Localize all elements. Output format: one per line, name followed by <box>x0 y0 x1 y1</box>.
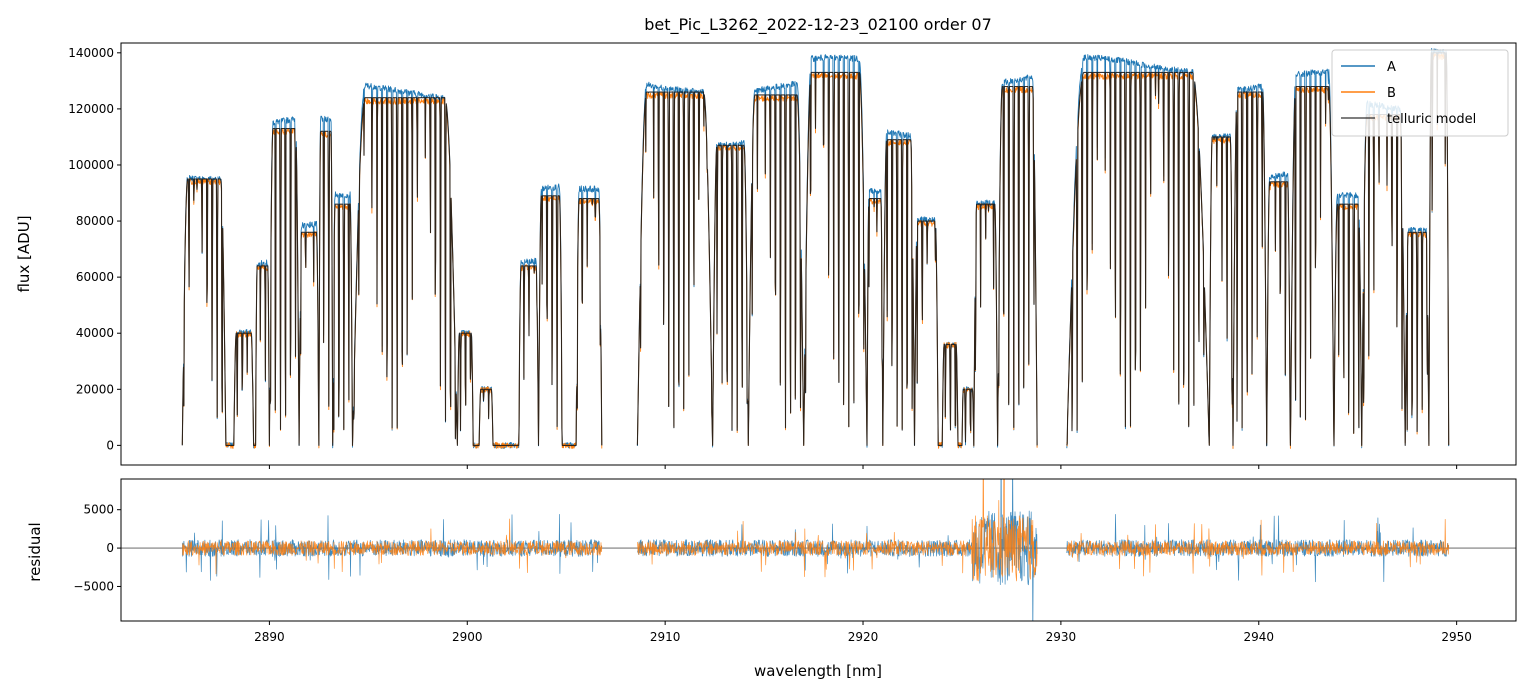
flux-axes-frame <box>120 42 1517 466</box>
legend: A B telluric model <box>1331 49 1509 137</box>
flux-series-group <box>181 48 1450 449</box>
flux-panel: 020000400006000080000100000120000140000 … <box>15 42 1517 469</box>
legend-label-telluric-model: telluric model <box>1387 112 1476 127</box>
flux-y-tick-label: 0 <box>106 438 114 452</box>
residual-x-tick-label: 2920 <box>848 630 879 644</box>
legend-label-b: B <box>1387 86 1396 101</box>
legend-frame <box>1331 49 1509 137</box>
residual-x-ticks: 2890 2900 2910 2920 2930 2940 2950 <box>254 621 1472 644</box>
residual-y-ticks: −5000 0 5000 <box>73 503 121 593</box>
residual-x-tick-label: 2950 <box>1441 630 1472 644</box>
flux-y-ticks: 0 20000 40000 60000 80000 100000 120000 140000 <box>68 46 121 452</box>
flux-y-tick-label: 100000 <box>68 158 114 172</box>
residual-y-tick-label: 0 <box>106 541 114 555</box>
residual-y-tick-label: 5000 <box>83 503 114 517</box>
residual-axes-frame <box>120 478 1517 622</box>
flux-y-tick-label: 20000 <box>76 382 114 396</box>
x-axis-label: wavelength [nm] <box>754 662 882 680</box>
flux-y-tick-label: 120000 <box>68 102 114 116</box>
residual-x-tick-label: 2890 <box>254 630 285 644</box>
chart-title: bet_Pic_L3262_2022-12-23_02100 order 07 <box>644 15 992 35</box>
residual-series-group <box>181 479 1450 621</box>
residual-line-a <box>181 479 1450 621</box>
series-line-telluric-model <box>181 52 1450 446</box>
residual-y-axis-label: residual <box>26 522 44 581</box>
residual-x-tick-label: 2910 <box>650 630 681 644</box>
legend-label-a: A <box>1387 60 1396 75</box>
residual-x-tick-label: 2900 <box>452 630 483 644</box>
residual-x-tick-label: 2940 <box>1243 630 1274 644</box>
residual-x-tick-label: 2930 <box>1046 630 1077 644</box>
flux-y-tick-label: 80000 <box>76 214 114 228</box>
residual-y-tick-label: −5000 <box>73 579 114 593</box>
flux-y-axis-label: flux [ADU] <box>15 215 33 292</box>
flux-y-tick-label: 40000 <box>76 326 114 340</box>
flux-y-tick-label: 140000 <box>68 46 114 60</box>
flux-x-ticks <box>268 465 1458 469</box>
residual-line-b <box>181 479 1450 582</box>
flux-y-tick-label: 60000 <box>76 270 114 284</box>
